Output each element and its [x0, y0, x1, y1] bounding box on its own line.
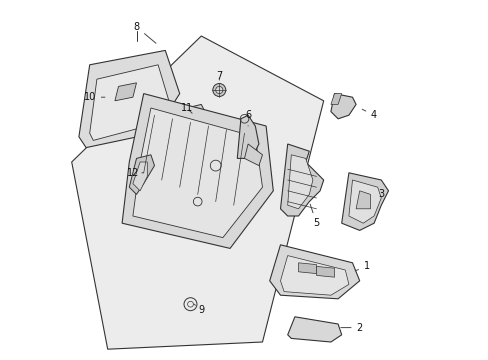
Polygon shape: [330, 94, 341, 104]
Polygon shape: [330, 94, 355, 119]
Polygon shape: [237, 115, 258, 158]
Polygon shape: [269, 245, 359, 299]
Polygon shape: [79, 50, 179, 148]
Polygon shape: [280, 256, 348, 295]
Polygon shape: [341, 173, 387, 230]
Text: 4: 4: [362, 109, 376, 120]
Text: 7: 7: [216, 71, 222, 81]
Polygon shape: [115, 83, 136, 101]
Text: 5: 5: [309, 204, 319, 228]
Text: 8: 8: [133, 22, 156, 43]
Text: 9: 9: [194, 304, 204, 315]
Polygon shape: [287, 155, 312, 209]
Polygon shape: [316, 266, 334, 277]
Polygon shape: [133, 162, 147, 191]
Polygon shape: [244, 144, 262, 166]
Circle shape: [215, 86, 223, 94]
Polygon shape: [355, 191, 370, 209]
Text: 3: 3: [377, 189, 384, 199]
Polygon shape: [348, 180, 381, 223]
Polygon shape: [122, 94, 273, 248]
Polygon shape: [287, 317, 341, 342]
Circle shape: [212, 84, 225, 96]
Text: 1: 1: [354, 261, 369, 271]
Text: 6: 6: [244, 110, 251, 126]
Text: 2: 2: [340, 323, 362, 333]
Polygon shape: [186, 115, 197, 126]
Polygon shape: [129, 155, 154, 194]
Polygon shape: [298, 263, 316, 274]
Polygon shape: [89, 65, 168, 140]
Polygon shape: [133, 108, 262, 238]
Text: 10: 10: [83, 92, 105, 102]
Polygon shape: [183, 104, 204, 122]
Polygon shape: [72, 36, 323, 349]
Text: 11: 11: [181, 103, 193, 113]
Text: 12: 12: [126, 168, 143, 178]
Polygon shape: [280, 144, 323, 216]
